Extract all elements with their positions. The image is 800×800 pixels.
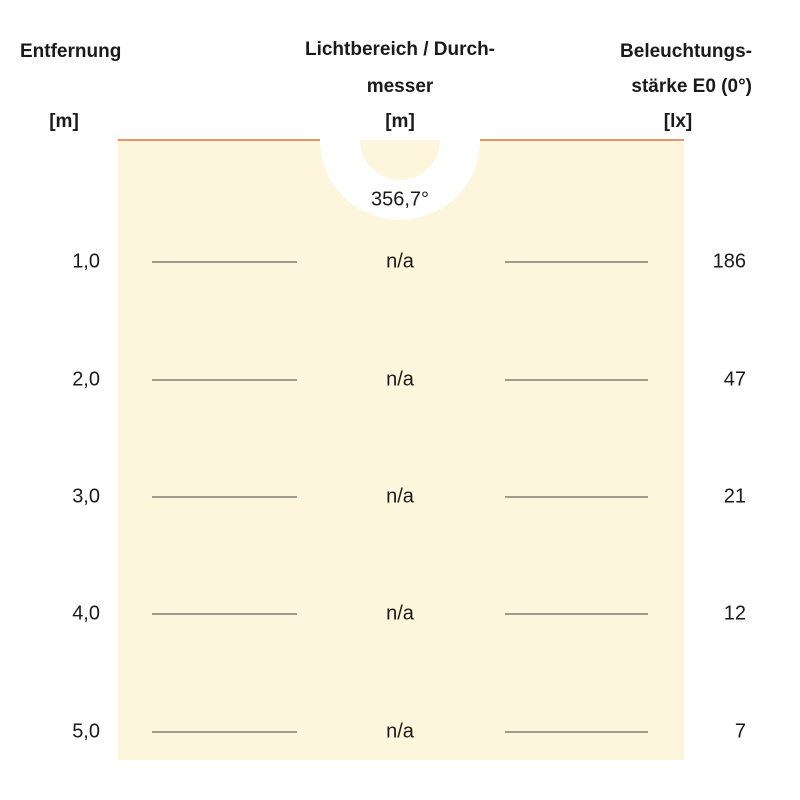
header-unit: [lx] [664, 111, 693, 132]
distance: 3,0 [72, 485, 100, 507]
header-unit: [m] [49, 111, 79, 132]
header-title: stärke E0 (0°) [631, 76, 752, 97]
beam-angle: 356,7° [371, 188, 429, 210]
distance: 5,0 [72, 720, 100, 742]
header-unit: [m] [385, 111, 415, 132]
diameter: n/a [386, 250, 415, 272]
header-title: Beleuchtungs- [620, 41, 752, 62]
illuminance: 47 [724, 368, 746, 390]
header-title: messer [367, 76, 434, 97]
distance: 2,0 [72, 368, 100, 390]
diameter: n/a [386, 368, 415, 390]
illuminance: 12 [724, 602, 746, 624]
distance: 4,0 [72, 602, 100, 624]
light-area [118, 140, 684, 760]
diameter: n/a [386, 485, 415, 507]
illuminance: 7 [735, 720, 746, 742]
distance: 1,0 [72, 250, 100, 272]
header-title: Lichtbereich / Durch- [305, 39, 495, 60]
beam-inner [360, 140, 440, 180]
illuminance: 21 [724, 485, 746, 507]
header-title: Entfernung [20, 41, 121, 62]
diameter: n/a [386, 720, 415, 742]
diameter: n/a [386, 602, 415, 624]
illuminance: 186 [713, 250, 746, 272]
